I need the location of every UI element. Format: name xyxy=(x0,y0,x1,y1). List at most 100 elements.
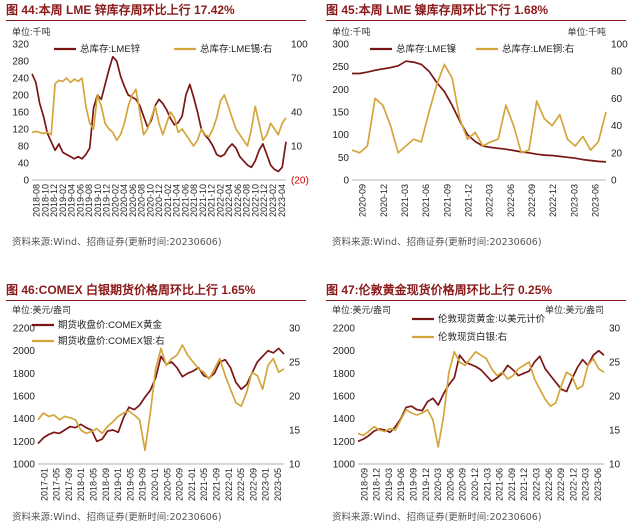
right-tick-label: 70 xyxy=(291,74,303,85)
left-tick-label: 50 xyxy=(338,153,350,164)
x-tick-label: 2021-12 xyxy=(519,468,529,501)
left-tick-label: 160 xyxy=(12,108,29,119)
chart-zinc-tin: 单位:千吨 320 280 240 200 160 120 80 40 0 100 70 40 10 (20… xyxy=(12,26,309,217)
x-tick-label: 2022-04 xyxy=(224,184,234,217)
x-tick-label: 2018-12 xyxy=(49,184,59,217)
x-tick-label: 2019-05 xyxy=(125,468,135,501)
right-tick-label: 40 xyxy=(611,121,623,132)
x-tick-label: 2020-01 xyxy=(150,468,160,501)
left-tick-label: 1200 xyxy=(13,437,36,448)
left-tick-label: 300 xyxy=(332,40,349,51)
x-tick-label: 2021-01 xyxy=(187,468,197,501)
x-tick-label: 2021-09 xyxy=(442,184,452,217)
x-tick-label: 2020-09 xyxy=(358,184,368,217)
series-line-primary xyxy=(31,55,287,173)
x-tick-label: 2018-08 xyxy=(32,184,42,217)
right-tick-label: 15 xyxy=(609,426,621,437)
x-tick-label: 2023-03 xyxy=(569,184,579,217)
x-tick-label: 2022-08 xyxy=(242,184,252,217)
right-tick-label: 60 xyxy=(611,94,623,105)
x-tick-label: 2023-05 xyxy=(273,468,283,501)
series-line-secondary xyxy=(357,350,605,448)
x-tick-label: 2021-12 xyxy=(464,184,474,217)
left-tick-label: 280 xyxy=(12,57,29,68)
legend-label: 伦敦现货黄金:以美元计价 xyxy=(438,313,546,325)
x-tick-label: 2020-12 xyxy=(154,184,164,217)
x-tick-label: 2021-04 xyxy=(172,184,182,217)
chart-title: 图 46:COMEX 白银期货价格周环比上行 1.65% xyxy=(6,282,306,301)
chart-panel-zinc: 图 44:本周 LME 锌库存周环比上行 17.42% 单位:千吨 320 280 2… xyxy=(6,2,314,252)
chart-panel-nickel: 图 45:本周 LME 镍库存周环比下行 1.68% 单位:千吨 单位:千吨 300… xyxy=(326,2,634,252)
x-tick-label: 2018-05 xyxy=(88,468,98,501)
right-tick-label: 80 xyxy=(611,67,623,78)
x-tick-label: 2021-10 xyxy=(198,184,208,217)
left-tick-label: 1600 xyxy=(333,392,356,403)
x-tick-label: 2020-09 xyxy=(175,468,185,501)
x-tick-label: 2022-12 xyxy=(568,468,578,501)
right-tick-label: 40 xyxy=(291,108,303,119)
x-tick-label: 2021-08 xyxy=(189,184,199,217)
x-tick-label: 2021-06 xyxy=(495,468,505,501)
left-tick-label: 80 xyxy=(18,142,30,153)
right-tick-label: 10 xyxy=(289,460,301,471)
x-tick-label: 2019-09 xyxy=(409,468,419,501)
left-tick-label: 1600 xyxy=(13,392,36,403)
x-tick-label: 2021-09 xyxy=(507,468,517,501)
right-unit-label: 单位:美元/盎司 xyxy=(545,304,604,315)
left-tick-label: 1400 xyxy=(333,414,356,425)
x-tick-label: 2023-04 xyxy=(277,184,287,217)
x-tick-label: 2021-12 xyxy=(207,184,217,217)
x-tick-label: 2021-02 xyxy=(163,184,173,217)
x-tick-label: 2022-06 xyxy=(544,468,554,501)
series-line-secondary xyxy=(351,63,607,154)
x-tick-label: 2022-03 xyxy=(485,184,495,217)
x-tick-label: 2023-02 xyxy=(268,184,278,217)
x-tick-label: 2018-10 xyxy=(40,184,50,217)
x-tick-label: 2017-09 xyxy=(64,468,74,501)
right-unit-label: 单位:千吨 xyxy=(567,26,606,37)
x-tick-label: 2022-12 xyxy=(259,184,269,217)
x-tick-label: 2019-09 xyxy=(138,468,148,501)
x-tick-label: 2020-08 xyxy=(137,184,147,217)
right-tick-label: 0 xyxy=(611,176,617,187)
x-tick-label: 2022-06 xyxy=(233,184,243,217)
legend-label: 期货收盘价:COMEX银:右 xyxy=(58,335,165,347)
left-tick-label: 120 xyxy=(12,125,29,136)
right-tick-label: 10 xyxy=(291,142,303,153)
x-tick-label: 2022-09 xyxy=(556,468,566,501)
chart-comex-gold-silver: 单位:美元/盎司 2200 2000 1800 1600 1400 1200 1000 30 25… xyxy=(12,304,301,501)
left-tick-label: 2200 xyxy=(13,324,36,335)
x-tick-label: 2019-10 xyxy=(93,184,103,217)
left-tick-label: 1000 xyxy=(333,460,356,471)
x-tick-label: 2020-04 xyxy=(119,184,129,217)
x-tick-label: 2018-12 xyxy=(372,468,382,501)
x-tick-label: 2019-06 xyxy=(396,468,406,501)
chart-source: 资料来源:Wind、招商证券(更新时间:20230606) xyxy=(12,512,222,523)
series-line-primary xyxy=(37,347,285,445)
x-tick-label: 2019-04 xyxy=(67,184,77,217)
left-tick-label: 1800 xyxy=(333,369,356,380)
x-tick-label: 2017-05 xyxy=(52,468,62,501)
chart-source: 资料来源:Wind、招商证券(更新时间:20230606) xyxy=(332,512,542,523)
x-tick-label: 2022-09 xyxy=(527,184,537,217)
x-tick-label: 2020-12 xyxy=(470,468,480,501)
left-tick-label: 1400 xyxy=(13,414,36,425)
left-tick-label: 1000 xyxy=(13,460,36,471)
x-tick-label: 2021-03 xyxy=(400,184,410,217)
x-tick-label: 2021-05 xyxy=(199,468,209,501)
chart-source: 资料来源:Wind、招商证券(更新时间:20230606) xyxy=(12,237,222,248)
x-tick-label: 2022-06 xyxy=(506,184,516,217)
left-unit-label: 单位:千吨 xyxy=(332,26,371,37)
left-tick-label: 1200 xyxy=(333,437,356,448)
right-tick-label: 100 xyxy=(291,40,308,51)
right-tick-label: 10 xyxy=(609,460,621,471)
x-tick-label: 2020-02 xyxy=(110,184,120,217)
left-tick-label: 320 xyxy=(12,40,29,51)
series-line-secondary xyxy=(31,77,287,147)
left-tick-label: 2000 xyxy=(333,346,356,357)
left-tick-label: 2200 xyxy=(333,324,356,335)
right-tick-label: 25 xyxy=(289,358,301,369)
chart-panel-london: 图 47:伦敦黄金现货价格周环比上行 0.25% 单位:美元/盎司 单位:美元/盎… xyxy=(326,282,634,532)
left-tick-label: 1800 xyxy=(13,369,36,380)
left-tick-label: 0 xyxy=(23,176,29,187)
